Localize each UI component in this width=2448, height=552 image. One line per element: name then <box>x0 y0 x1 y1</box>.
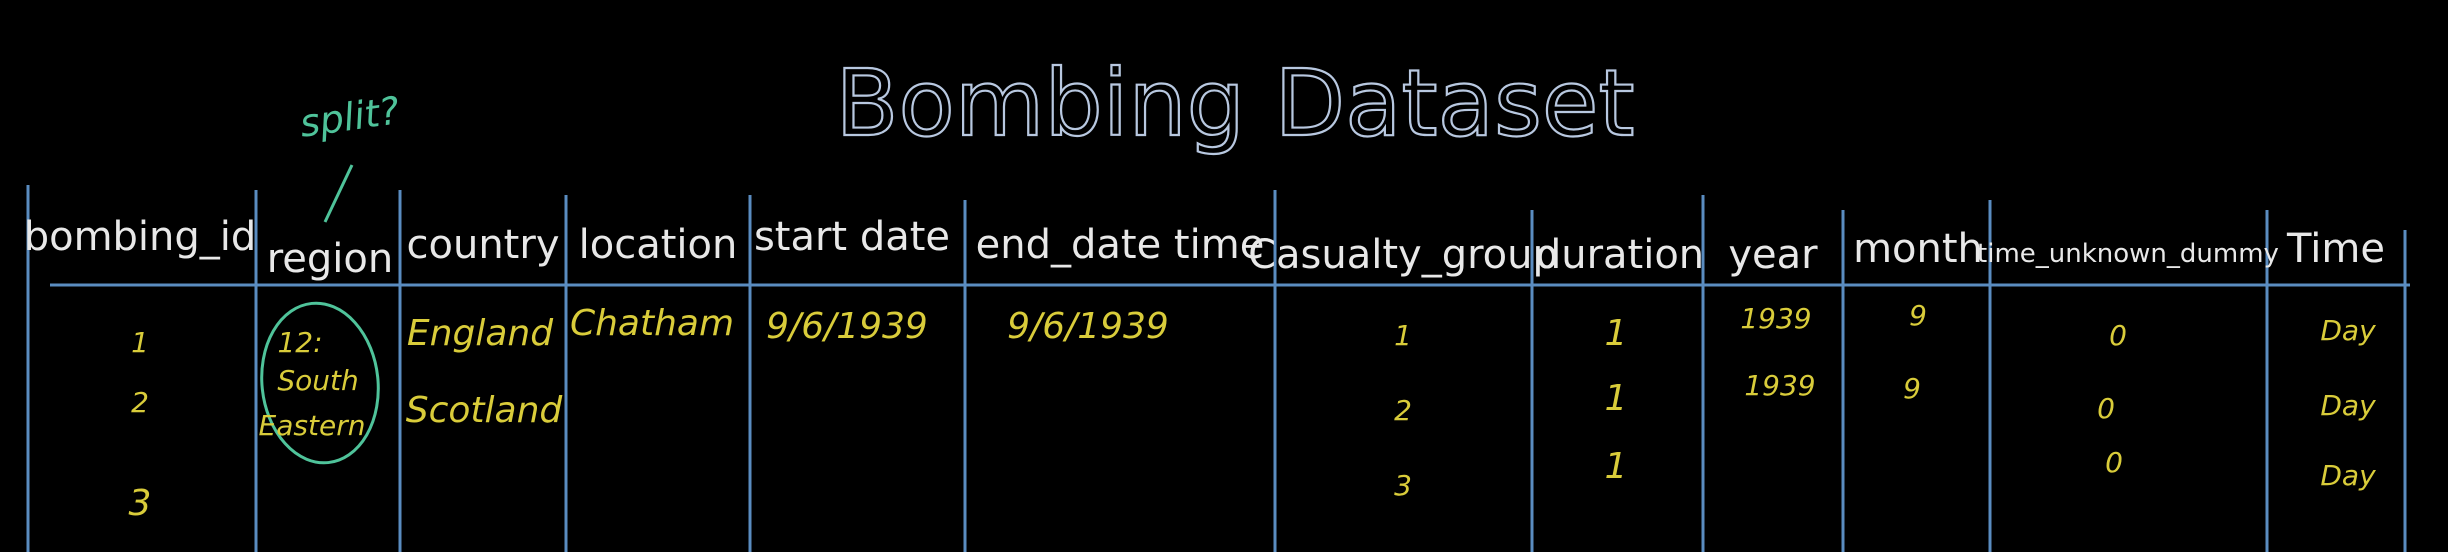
cell-end-date-time: 9/6/1939 <box>1007 306 1169 347</box>
cell-region-name: Eastern <box>259 409 366 442</box>
cell-casualty-group: 2 <box>1394 394 1412 427</box>
header-end-date-time: end_date time <box>976 222 1265 268</box>
annotation-pointer <box>323 164 354 223</box>
cell-year: 1939 <box>1744 369 1815 402</box>
header-year: year <box>1728 232 1818 278</box>
header-month: month <box>1853 226 1983 272</box>
header-bombing-id: bombing_id <box>24 214 257 260</box>
split-annotation: split? <box>297 88 402 146</box>
cell-bombing-id: 2 <box>131 386 149 419</box>
cell-time-unknown-dummy: 0 <box>2097 392 2115 425</box>
board-title: Bombing Dataset <box>835 50 1634 157</box>
cell-casualty-group: 1 <box>1394 319 1412 352</box>
cell-time: Day <box>2320 459 2376 492</box>
cell-duration: 1 <box>1605 446 1628 487</box>
cell-month: 9 <box>1909 299 1927 332</box>
header-start-date: start date <box>754 214 950 260</box>
header-time: Time <box>2286 226 2385 272</box>
header-location: location <box>579 222 738 268</box>
cell-start-date: 9/6/1939 <box>766 306 928 347</box>
cell-region-code: 12: <box>277 326 322 359</box>
cell-time-unknown-dummy: 0 <box>2105 446 2123 479</box>
cell-time: Day <box>2320 314 2376 347</box>
cell-month: 9 <box>1903 372 1921 405</box>
header-region: region <box>267 236 394 282</box>
cell-region-name: South <box>277 364 358 397</box>
cell-country: Scotland <box>406 390 564 431</box>
header-duration: duration <box>1536 232 1704 278</box>
header-time-unknown-dummy: time_unknown_dummy <box>1977 239 2279 269</box>
table-grid <box>26 185 2410 552</box>
cell-casualty-group: 3 <box>1394 469 1412 502</box>
cell-time-unknown-dummy: 0 <box>2109 319 2127 352</box>
region-circle <box>260 301 380 465</box>
cell-duration: 1 <box>1605 313 1628 354</box>
header-country: country <box>407 222 560 268</box>
cell-location: Chatham <box>570 303 734 344</box>
cell-time: Day <box>2320 389 2376 422</box>
cell-bombing-id: 1 <box>131 326 149 359</box>
cell-year: 1939 <box>1740 302 1811 335</box>
table-header: bombing_id region country location start… <box>24 214 2385 282</box>
table-body: 1 2 3 12: South Eastern England Scotland… <box>129 299 2377 524</box>
header-casualty-group: Casualty_group <box>1248 232 1558 278</box>
cell-bombing-id: 3 <box>129 483 152 524</box>
cell-country: England <box>407 313 554 354</box>
cell-duration: 1 <box>1605 378 1628 419</box>
